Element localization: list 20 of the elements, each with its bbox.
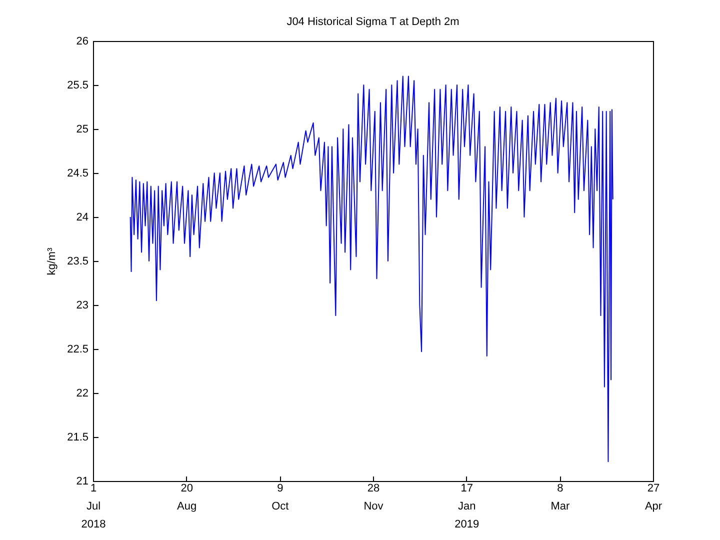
y-tick-label: 24 (76, 212, 88, 224)
y-tick-label: 22 (76, 388, 88, 400)
y-tick-label: 23.5 (67, 256, 88, 268)
y-axis-title: kg/m³ (46, 247, 58, 276)
y-tick-label: 22.5 (67, 344, 88, 356)
y-tick-label: 21.5 (67, 432, 88, 444)
y-tick-label: 23 (76, 300, 88, 312)
y-tick-label: 25.5 (67, 80, 88, 92)
y-tick-label: 25 (76, 124, 88, 136)
x-tick-label: 20 Aug (177, 482, 197, 512)
y-tick-label: 21 (76, 476, 88, 488)
x-tick-label: 17 Jan 2019 (454, 482, 480, 530)
x-tick-label: 28 Nov (364, 482, 384, 512)
x-tick-label: 8 Mar (550, 482, 570, 512)
y-tick-label: 24.5 (67, 168, 88, 180)
x-tick-label: 27 Apr (644, 482, 662, 512)
chart-title: J04 Historical Sigma T at Depth 2m (286, 16, 460, 28)
line-series (130, 76, 614, 462)
y-tick-label: 26 (76, 36, 88, 48)
x-tick-label: 9 Oct (272, 482, 289, 512)
